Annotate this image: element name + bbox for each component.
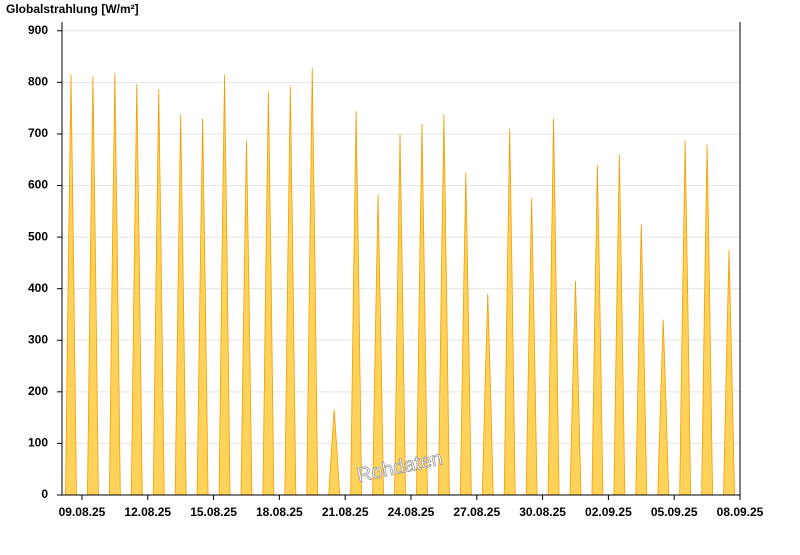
y-tick-label: 500 — [28, 229, 48, 243]
x-tick-label: 27.08.25 — [453, 505, 500, 519]
y-tick-label: 900 — [28, 23, 48, 37]
y-tick-label: 200 — [28, 384, 48, 398]
x-tick-label: 24.08.25 — [388, 505, 435, 519]
x-tick-label: 12.08.25 — [124, 505, 171, 519]
x-tick-label: 21.08.25 — [322, 505, 369, 519]
y-tick-label: 100 — [28, 436, 48, 450]
y-tick-label: 600 — [28, 178, 48, 192]
x-tick-label: 09.08.25 — [59, 505, 106, 519]
x-tick-label: 05.09.25 — [651, 505, 698, 519]
x-tick-label: 02.09.25 — [585, 505, 632, 519]
y-tick-label: 400 — [28, 281, 48, 295]
x-tick-label: 08.09.25 — [717, 505, 764, 519]
x-tick-label: 15.08.25 — [190, 505, 237, 519]
x-tick-label: 18.08.25 — [256, 505, 303, 519]
area — [65, 67, 735, 496]
y-tick-label: 800 — [28, 75, 48, 89]
y-tick-label: 700 — [28, 126, 48, 140]
x-tick-label: 30.08.25 — [519, 505, 566, 519]
y-tick-label: 300 — [28, 332, 48, 346]
y-tick-label: 0 — [41, 487, 48, 501]
chart-title: Globalstrahlung [W/m²] — [6, 2, 139, 16]
